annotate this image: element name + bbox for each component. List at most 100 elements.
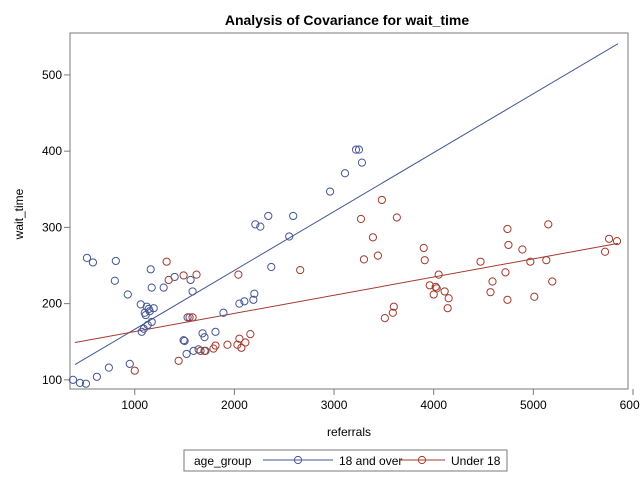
x-tick-label-5000: 5000 (520, 398, 547, 412)
point-18-and-over-3 (82, 253, 92, 262)
point-18-and-over-20 (146, 265, 155, 274)
point-under-18-52 (600, 247, 610, 256)
point-18-and-over-45 (264, 211, 273, 221)
point-under-18-51 (548, 277, 557, 286)
point-under-18-20 (356, 214, 366, 224)
point-under-18-3 (174, 356, 183, 365)
legend-marker-under-18 (417, 455, 427, 465)
point-under-18-1 (162, 257, 171, 266)
point-under-18-54 (612, 237, 622, 246)
point-under-18-42 (501, 268, 510, 277)
legend-label-18-and-over: 18 and over (339, 454, 402, 468)
point-18-and-over-9 (123, 290, 132, 299)
x-tick-label-1000: 1000 (121, 398, 148, 412)
point-under-18-27 (389, 302, 398, 311)
point-18-and-over-44 (256, 222, 265, 231)
point-18-and-over-46 (267, 262, 276, 272)
point-under-18-18 (246, 330, 255, 339)
point-18-and-over-53 (357, 158, 367, 167)
point-18-and-over-38 (219, 308, 228, 317)
fit-line-18-and-over (74, 43, 619, 366)
y-axis-label: wait_time (12, 188, 26, 240)
point-18-and-over-8 (111, 256, 120, 266)
point-18-and-over-26 (179, 336, 188, 345)
point-under-18-0 (130, 366, 139, 375)
point-18-and-over-47 (285, 232, 294, 241)
point-18-and-over-41 (249, 295, 258, 304)
point-under-18-49 (542, 256, 551, 265)
x-tick-label-2000: 2000 (221, 398, 248, 412)
x-axis-label: referrals (327, 425, 371, 439)
point-18-and-over-43 (251, 220, 260, 229)
point-18-and-over-6 (104, 363, 113, 372)
point-18-and-over-39 (235, 299, 244, 308)
chart-title: Analysis of Covariance for wait_time (225, 12, 470, 28)
point-under-18-14 (234, 270, 243, 279)
point-under-18-31 (425, 281, 434, 290)
point-18-and-over-22 (147, 283, 156, 292)
point-18-and-over-42 (250, 289, 259, 298)
point-18-and-over-50 (340, 169, 350, 178)
data-markers (68, 145, 622, 388)
point-under-18-11 (211, 341, 220, 350)
point-18-and-over-7 (110, 276, 119, 285)
point-18-and-over-49 (325, 187, 335, 196)
point-18-and-over-23 (149, 304, 158, 313)
y-tick-label-200: 200 (42, 297, 62, 311)
legend-frame (183, 449, 508, 472)
point-18-and-over-2 (81, 379, 91, 388)
y-tick-label-300: 300 (42, 220, 62, 234)
point-under-18-53 (604, 234, 614, 243)
point-under-18-28 (392, 213, 401, 222)
plot-area-frame (69, 32, 629, 390)
legend-title: age_group (194, 454, 252, 468)
point-under-18-2 (164, 275, 173, 285)
point-18-and-over-51 (351, 145, 361, 154)
point-under-18-22 (368, 233, 378, 242)
legend-label-under-18: Under 18 (451, 454, 501, 468)
point-under-18-39 (476, 257, 485, 266)
point-18-and-over-1 (75, 378, 85, 388)
point-under-18-43 (503, 224, 512, 234)
point-under-18-9 (200, 346, 209, 355)
point-18-and-over-29 (183, 313, 192, 322)
point-under-18-46 (518, 245, 527, 254)
point-under-18-21 (359, 255, 369, 264)
point-under-18-44 (503, 295, 512, 304)
point-under-18-7 (192, 270, 201, 279)
point-under-18-24 (377, 195, 386, 205)
y-tick-label-500: 500 (42, 68, 62, 82)
y-tick-label-100: 100 (42, 373, 62, 387)
point-under-18-41 (488, 277, 497, 286)
point-under-18-19 (296, 265, 305, 275)
point-18-and-over-37 (211, 327, 220, 336)
point-under-18-34 (432, 284, 441, 293)
legend: age_group 18 and over Under 18 (183, 449, 508, 472)
y-axis: 100 200 300 400 500 (42, 68, 70, 387)
point-under-18-29 (419, 243, 428, 253)
x-tick-label-6000: 6000 (620, 398, 640, 412)
series-under-18 (130, 195, 622, 375)
point-under-18-6 (188, 313, 197, 322)
point-18-and-over-31 (188, 287, 197, 296)
point-under-18-38 (444, 294, 453, 303)
point-under-18-8 (196, 346, 205, 355)
point-18-and-over-27 (180, 336, 189, 346)
point-18-and-over-0 (68, 375, 78, 384)
series-18-and-over (68, 145, 367, 388)
point-18-and-over-4 (88, 258, 98, 267)
point-under-18-33 (431, 282, 440, 291)
point-under-18-50 (544, 220, 553, 229)
point-under-18-15 (235, 334, 244, 343)
y-tick-label-400: 400 (42, 144, 62, 158)
point-under-18-17 (241, 338, 250, 347)
point-under-18-4 (179, 271, 188, 280)
point-18-and-over-35 (200, 333, 209, 342)
point-under-18-5 (185, 313, 194, 322)
x-tick-label-3000: 3000 (321, 398, 348, 412)
x-tick-label-4000: 4000 (420, 398, 447, 412)
point-under-18-36 (440, 287, 449, 296)
point-under-18-45 (504, 240, 513, 250)
point-under-18-26 (388, 308, 397, 317)
